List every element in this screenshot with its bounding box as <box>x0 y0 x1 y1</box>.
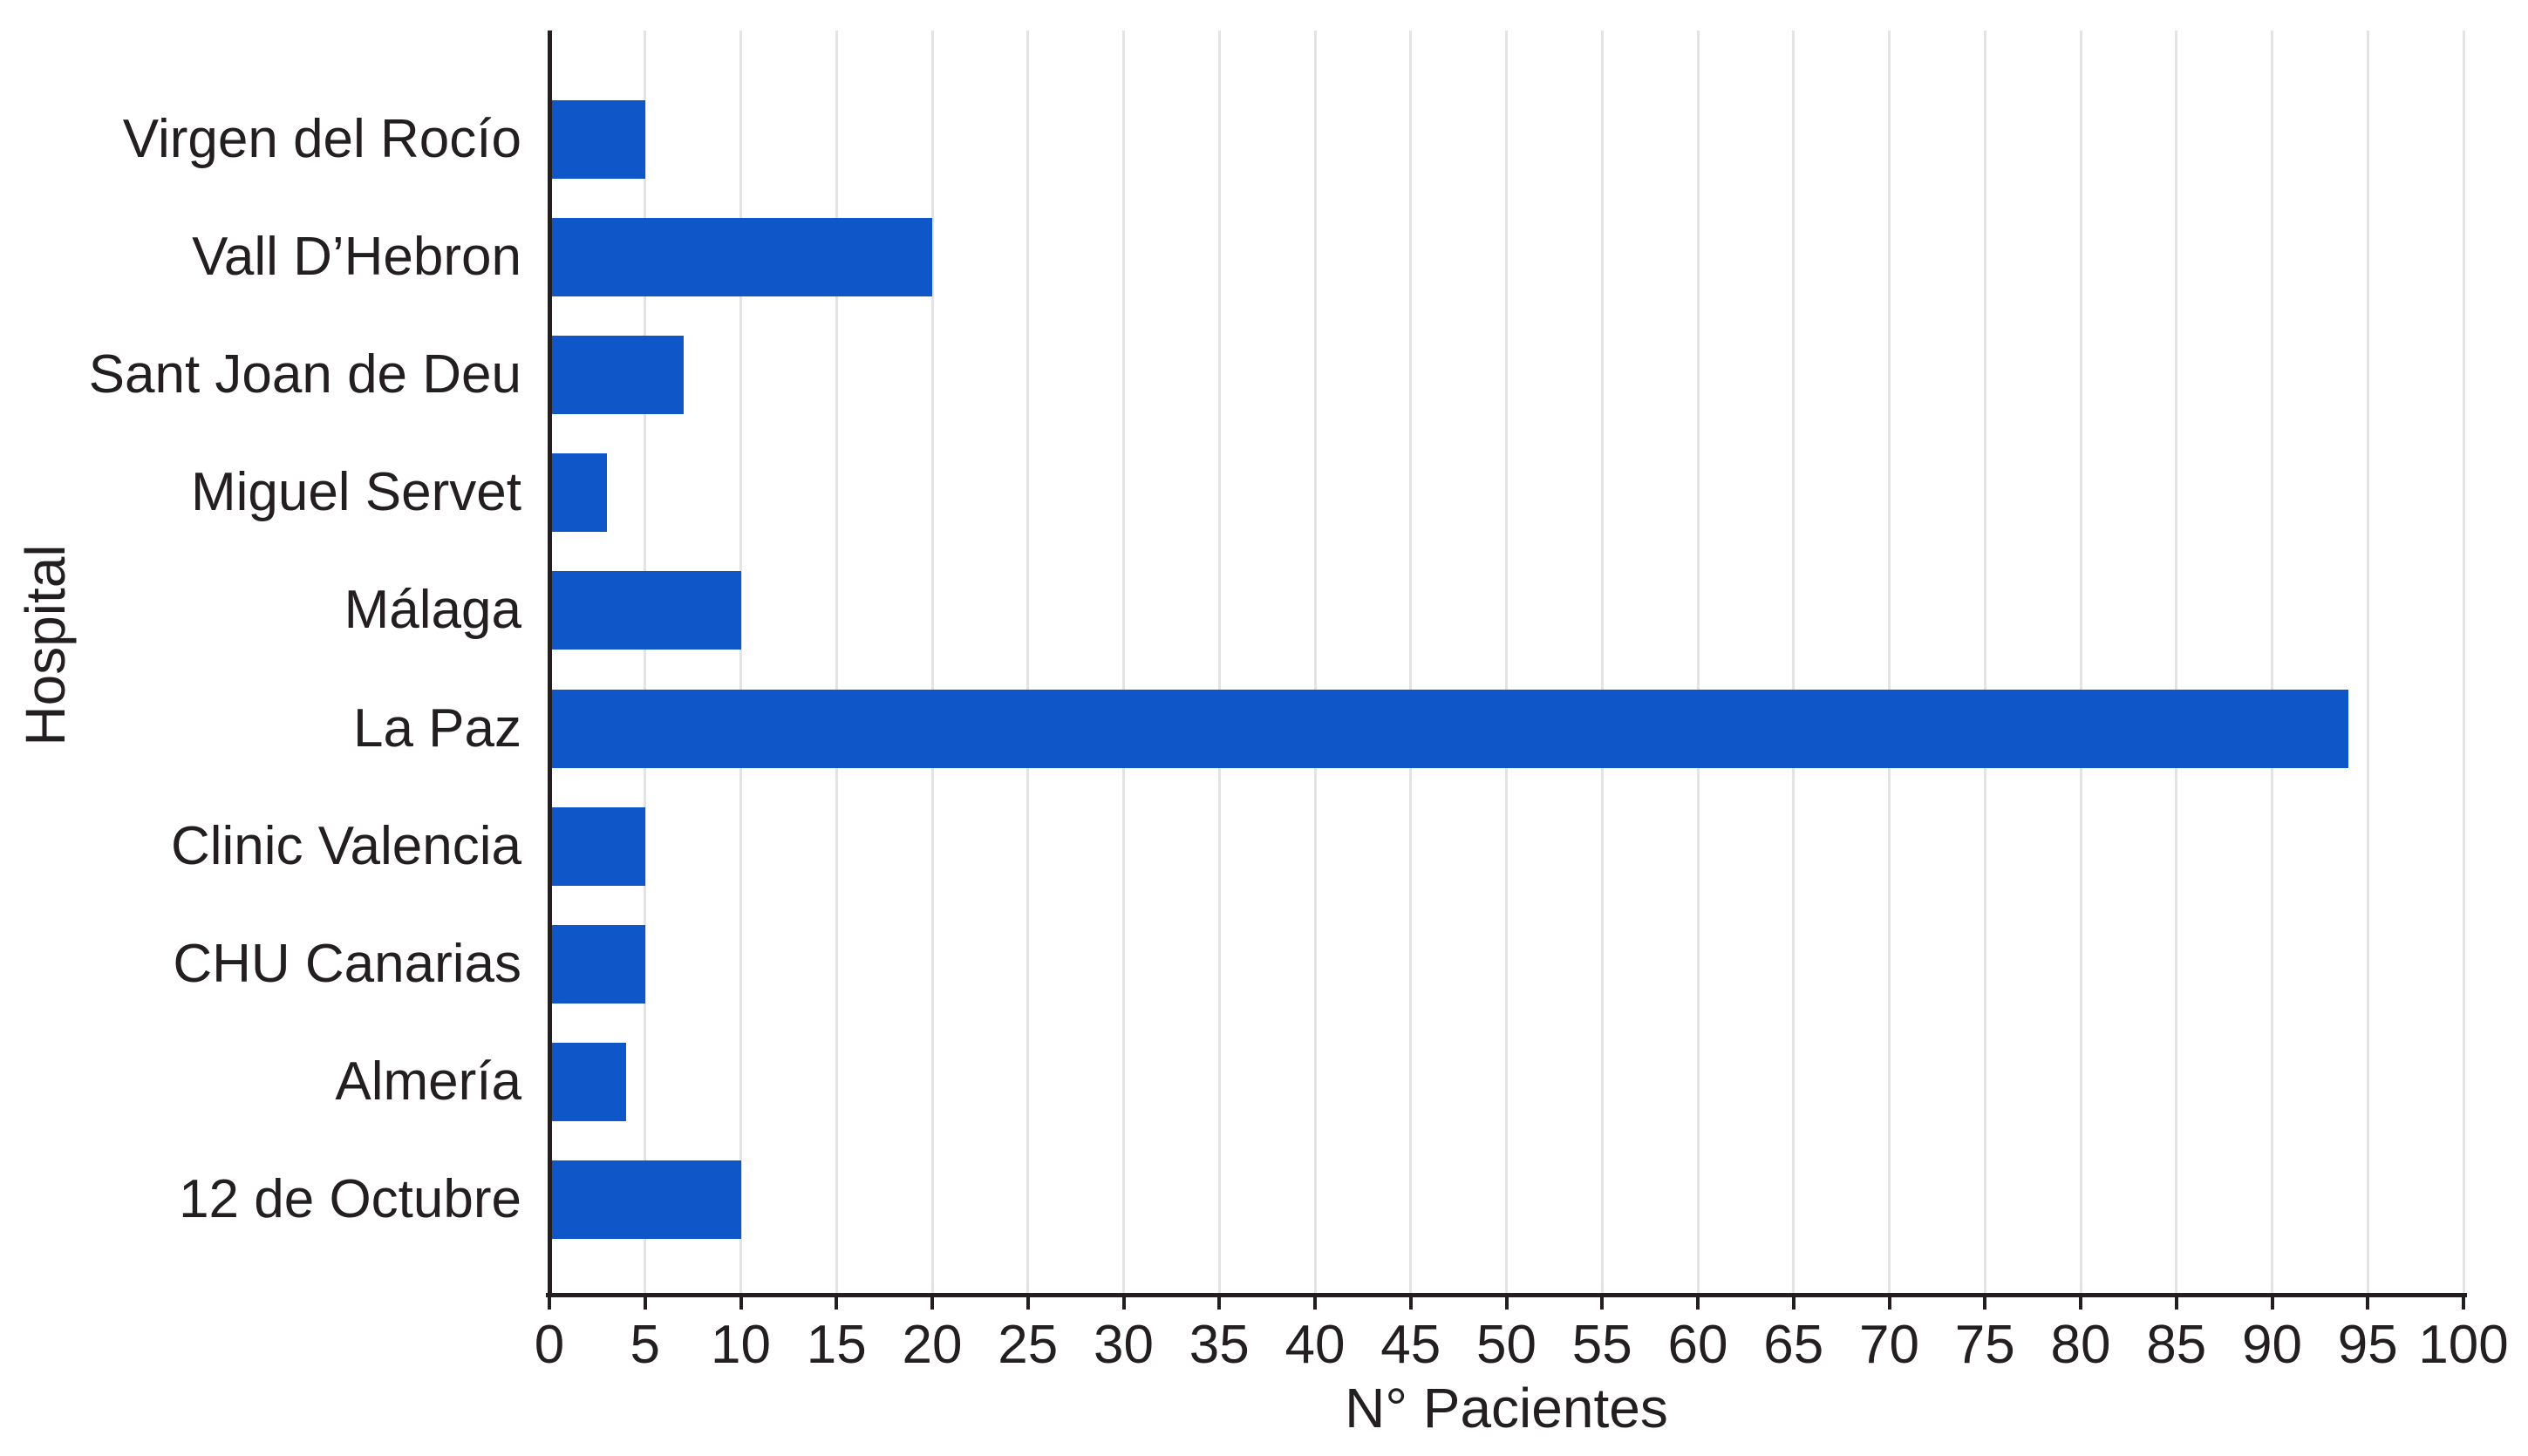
gridline-x-35 <box>1217 31 1221 1295</box>
x-tick-100 <box>2462 1295 2465 1310</box>
bar-8 <box>549 1042 626 1121</box>
x-tick-0 <box>548 1295 551 1310</box>
gridline-x-5 <box>644 31 647 1295</box>
gridline-x-10 <box>739 31 742 1295</box>
x-tick-45 <box>1408 1295 1413 1310</box>
x-tick-20 <box>930 1295 934 1310</box>
category-label-6: Clinic Valencia <box>170 815 521 876</box>
gridline-x-30 <box>1122 31 1125 1295</box>
x-tick-80 <box>2079 1295 2082 1310</box>
category-label-4: Málaga <box>344 580 521 641</box>
x-tick-label-50: 50 <box>1476 1315 1537 1375</box>
gridline-x-60 <box>1696 31 1700 1295</box>
gridline-x-95 <box>2366 31 2369 1295</box>
y-axis-line <box>548 31 552 1297</box>
x-tick-label-100: 100 <box>2418 1315 2509 1375</box>
gridline-x-80 <box>2079 31 2082 1295</box>
x-tick-label-40: 40 <box>1284 1315 1346 1375</box>
gridline-x-70 <box>1888 31 1891 1295</box>
bar-6 <box>549 806 645 886</box>
x-tick-15 <box>835 1295 839 1310</box>
x-tick-35 <box>1217 1295 1222 1310</box>
x-tick-60 <box>1696 1295 1700 1310</box>
x-tick-label-55: 55 <box>1571 1315 1632 1375</box>
gridline-x-100 <box>2462 31 2465 1295</box>
x-tick-25 <box>1026 1295 1030 1310</box>
category-label-9: 12 de Octubre <box>179 1168 521 1229</box>
gridline-x-40 <box>1313 31 1317 1295</box>
bar-9 <box>549 1160 741 1239</box>
bar-3 <box>549 453 607 533</box>
x-tick-50 <box>1504 1295 1509 1310</box>
x-tick-label-0: 0 <box>534 1315 565 1375</box>
category-label-3: Miguel Servet <box>190 462 521 523</box>
x-tick-label-45: 45 <box>1380 1315 1441 1375</box>
gridline-x-75 <box>1983 31 1986 1295</box>
category-label-1: Vall D’Hebron <box>192 227 521 288</box>
bar-1 <box>549 218 932 297</box>
gridline-x-20 <box>930 31 934 1295</box>
gridline-x-65 <box>1792 31 1795 1295</box>
x-tick-label-5: 5 <box>630 1315 660 1375</box>
bar-5 <box>549 689 2349 768</box>
plot-area <box>546 31 2467 1297</box>
gridline-x-45 <box>1409 31 1413 1295</box>
bar-7 <box>549 924 645 1004</box>
x-tick-95 <box>2366 1295 2370 1310</box>
category-label-8: Almería <box>335 1051 521 1112</box>
gridline-x-50 <box>1505 31 1508 1295</box>
x-tick-10 <box>739 1295 743 1310</box>
x-tick-70 <box>1887 1295 1891 1310</box>
x-tick-label-95: 95 <box>2337 1315 2398 1375</box>
gridline-x-90 <box>2271 31 2273 1295</box>
x-tick-label-20: 20 <box>902 1315 963 1375</box>
category-label-7: CHU Canarias <box>173 933 521 994</box>
x-axis-title: N° Pacientes <box>1345 1377 1668 1439</box>
x-tick-label-15: 15 <box>806 1315 867 1375</box>
category-label-5: La Paz <box>352 697 521 759</box>
x-tick-label-80: 80 <box>2050 1315 2111 1375</box>
gridline-x-25 <box>1026 31 1030 1295</box>
x-tick-85 <box>2174 1295 2178 1310</box>
bar-0 <box>549 100 645 179</box>
gridline-x-85 <box>2175 31 2178 1295</box>
x-tick-30 <box>1121 1295 1126 1310</box>
x-tick-label-90: 90 <box>2242 1315 2302 1375</box>
x-tick-65 <box>1791 1295 1795 1310</box>
x-tick-90 <box>2270 1295 2274 1310</box>
category-label-2: Sant Joan de Deu <box>88 344 521 405</box>
x-tick-75 <box>1983 1295 1987 1310</box>
x-tick-label-85: 85 <box>2146 1315 2207 1375</box>
x-tick-40 <box>1313 1295 1317 1310</box>
x-tick-label-10: 10 <box>711 1315 771 1375</box>
x-tick-label-25: 25 <box>998 1315 1059 1375</box>
x-tick-label-70: 70 <box>1859 1315 1919 1375</box>
gridline-x-15 <box>835 31 838 1295</box>
x-tick-label-75: 75 <box>1954 1315 2015 1375</box>
bar-4 <box>549 571 741 650</box>
x-tick-label-30: 30 <box>1094 1315 1154 1375</box>
x-tick-label-60: 60 <box>1667 1315 1728 1375</box>
bar-2 <box>549 336 684 415</box>
x-tick-label-35: 35 <box>1189 1315 1250 1375</box>
category-label-0: Virgen del Rocío <box>122 109 521 169</box>
gridline-x-55 <box>1600 31 1604 1295</box>
x-tick-55 <box>1600 1295 1605 1310</box>
x-tick-label-65: 65 <box>1763 1315 1824 1375</box>
x-tick-5 <box>643 1295 647 1310</box>
